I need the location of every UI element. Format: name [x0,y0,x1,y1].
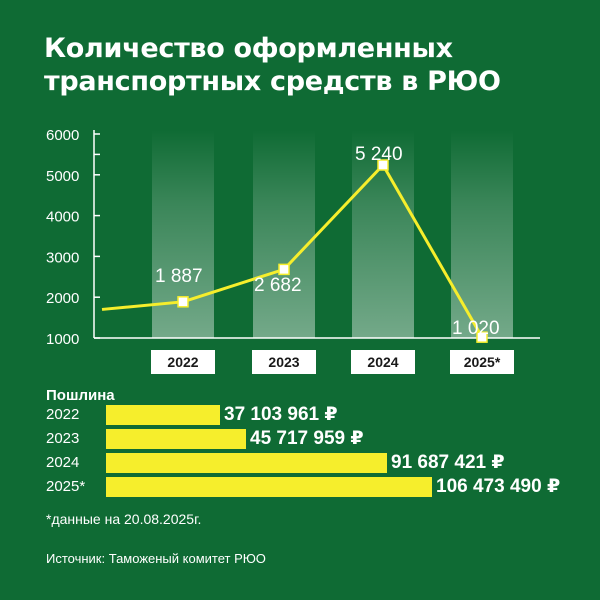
vehicle-count-chart: 6000 5000 4000 3000 2000 1000 1 887 2 682 5 240… [46,127,540,374]
column-band [253,130,315,338]
data-point [278,263,290,276]
duty-bar [106,405,220,425]
page-title: Количество оформленных транспортных сред… [44,32,584,98]
footnote: *данные на 20.08.2025г. [46,511,202,527]
duty-value-label: 106 473 490 ₽ [436,476,561,497]
data-label: 5 240 [355,144,403,165]
x-tick-label: 2024 [367,354,398,370]
duty-row: 2025* 106 473 490 ₽ [46,477,586,497]
y-tick-label: 3000 [46,249,79,266]
source-note: Источник: Таможеный комитет РЮО [46,551,266,566]
duty-row: 2022 37 103 961 ₽ [46,405,586,425]
duty-row: 2023 45 717 959 ₽ [46,429,586,449]
year-box [151,350,215,374]
data-label: 1 887 [155,266,203,287]
data-label: 1 020 [452,318,500,339]
x-tick-label: 2022 [167,354,198,370]
duty-year-label: 2025* [46,478,86,495]
title-line-1: Количество оформленных [44,33,453,64]
y-tick-label: 6000 [46,127,79,144]
x-tick-label: 2025* [464,354,501,370]
duty-bar [106,477,432,497]
duty-heading: Пошлина [46,387,115,404]
year-box [450,350,514,374]
x-tick-label: 2023 [268,354,299,370]
data-point [476,331,488,343]
y-tick-label: 5000 [46,168,79,185]
duty-value-label: 91 687 421 ₽ [391,452,505,473]
data-label: 2 682 [254,275,302,296]
duty-row: 2024 91 687 421 ₽ [46,453,586,473]
duty-value-label: 37 103 961 ₽ [224,404,338,425]
duty-year-label: 2023 [46,430,80,447]
duty-bar [106,429,246,449]
duty-year-label: 2022 [46,406,80,423]
duty-bar [106,453,387,473]
duty-year-label: 2024 [46,454,80,471]
title-line-2: транспортных средств в РЮО [44,66,501,97]
year-box [252,350,316,374]
y-tick-label: 2000 [46,290,79,307]
duty-value-label: 45 717 959 ₽ [250,428,364,449]
column-band [451,130,513,338]
year-box [351,350,415,374]
data-point [377,159,389,171]
data-point [177,296,189,308]
y-tick-label: 4000 [46,209,79,226]
y-tick-label: 1000 [46,331,79,348]
